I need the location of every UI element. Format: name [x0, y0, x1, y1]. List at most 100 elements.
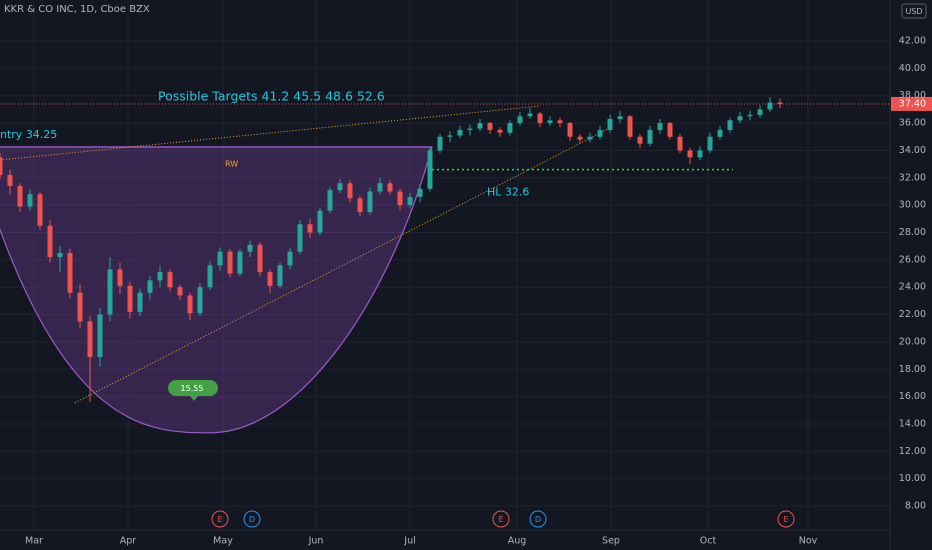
candle-body — [497, 129, 503, 133]
candle-body — [627, 116, 633, 137]
y-tick-label: 22.00 — [899, 309, 926, 320]
y-tick-label: 42.00 — [899, 36, 926, 47]
candle-body — [227, 251, 233, 274]
x-tick-label: Aug — [508, 536, 527, 547]
candle-body — [577, 136, 583, 140]
y-tick-label: 8.00 — [905, 501, 926, 512]
y-tick-label: 24.00 — [899, 282, 926, 293]
candle-body — [707, 136, 713, 151]
y-tick-label: 34.00 — [899, 145, 926, 156]
candle-body — [637, 136, 643, 144]
candle-body — [257, 244, 263, 273]
candle-body — [387, 183, 393, 192]
x-tick-label: May — [213, 536, 233, 547]
candle-body — [37, 194, 43, 226]
candle-body — [447, 135, 453, 137]
event-marker — [211, 510, 229, 528]
candle-body — [17, 186, 23, 207]
hl-label: HL 32.6 — [487, 186, 529, 199]
candle-body — [597, 129, 603, 137]
candle-body — [337, 183, 343, 191]
y-tick-label: 32.00 — [899, 172, 926, 183]
candle-body — [397, 191, 403, 206]
candle-body — [247, 244, 253, 252]
candle-body — [777, 102, 783, 104]
candle-body — [307, 224, 313, 233]
candle-body — [717, 129, 723, 137]
x-tick-label: Sep — [602, 536, 620, 547]
event-marker — [492, 510, 510, 528]
candle-body — [197, 287, 203, 314]
candle-body — [457, 129, 463, 136]
candle-body — [727, 120, 733, 130]
candle-body — [177, 287, 183, 296]
candle-body — [517, 116, 523, 124]
trend-line — [74, 127, 611, 404]
event-marker — [777, 510, 795, 528]
x-tick-label: Nov — [799, 536, 818, 547]
x-tick-label: Oct — [700, 536, 717, 547]
x-tick-label: Mar — [25, 536, 43, 547]
candle-body — [167, 272, 173, 288]
candle-body — [367, 191, 373, 212]
candle-body — [587, 136, 593, 140]
currency: USD — [905, 7, 922, 16]
candle-body — [407, 196, 413, 206]
y-tick-label: 40.00 — [899, 63, 926, 74]
y-tick-label: 18.00 — [899, 364, 926, 375]
candle-body — [477, 123, 483, 129]
event-label: E — [217, 515, 222, 524]
candle-body — [487, 123, 493, 130]
drawings — [0, 103, 890, 434]
candle-body — [617, 116, 623, 119]
y-tick-label: 28.00 — [899, 227, 926, 238]
candle-body — [737, 116, 743, 121]
low-bubble — [168, 380, 218, 401]
candle-body — [207, 265, 213, 288]
last-price-label: 37.40 — [899, 98, 926, 109]
candle-body — [657, 123, 663, 130]
candle-body — [317, 210, 323, 233]
candle-body — [747, 114, 753, 117]
candle-body — [527, 113, 533, 117]
candle-body — [567, 123, 573, 137]
candle-body — [687, 150, 693, 158]
last-price-tag — [891, 96, 932, 111]
candle-body — [87, 321, 93, 357]
candle-body — [677, 136, 683, 151]
candle-body — [0, 157, 3, 176]
candle-body — [157, 272, 163, 281]
candle-body — [67, 253, 73, 293]
candle-body — [647, 129, 653, 144]
candle-body — [217, 251, 223, 266]
y-tick-label: 38.00 — [899, 90, 926, 101]
x-tick-label: Jul — [403, 536, 415, 547]
candle-body — [147, 280, 153, 293]
trend-line — [0, 105, 541, 161]
targets: Possible Targets 41.2 45.5 48.6 52.6 — [158, 89, 385, 104]
y-tick-label: 10.00 — [899, 473, 926, 484]
candle-body — [57, 253, 63, 258]
x-tick-label: Apr — [120, 536, 137, 547]
entry-label: ntry 34.25 — [0, 128, 57, 141]
event-label: D — [249, 515, 255, 524]
candle-body — [697, 150, 703, 158]
candle-body — [757, 109, 763, 115]
y-tick-label: 12.00 — [899, 446, 926, 457]
candle-body — [327, 190, 333, 211]
candle-body — [77, 292, 83, 322]
candle-body — [667, 123, 673, 137]
candle-body — [47, 225, 53, 258]
candle-body — [467, 128, 473, 130]
candle-body — [277, 265, 283, 286]
candle-body — [297, 224, 303, 252]
candle-body — [507, 123, 513, 133]
rw-label: RW — [225, 160, 238, 169]
chart-title: KKR & CO INC, 1D, Cboe BZX — [4, 4, 150, 15]
event-label: E — [783, 515, 788, 524]
candle-body — [547, 120, 553, 124]
candle-body — [537, 113, 543, 124]
candle-body — [427, 150, 433, 189]
